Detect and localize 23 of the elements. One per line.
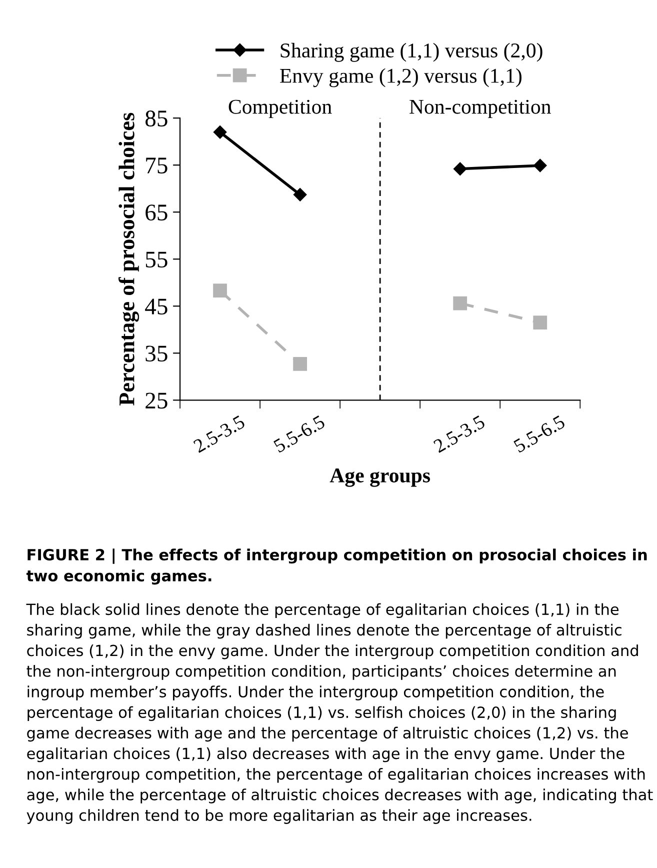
y-tick-label: 65 — [146, 204, 168, 221]
point — [293, 188, 307, 202]
y-tick-label: 85 — [146, 110, 168, 126]
legend-label: Envy game (1,2) versus (1,1) — [280, 68, 522, 88]
y-tick-label: 25 — [146, 392, 168, 409]
x-axis-title: Age groups — [330, 468, 430, 487]
text: The black solid lines denote the percentage of egalitarian choices (1,1) in the sharing game, while the gray dashed lines denote the percentage of altruistic choices (1,2) in the envy game. Under the intergroup competition condition and the non-intergroup competition condition, participants’ choices determine an ingroup member’s payoffs. Under the intergroup competition condition, the percentage of egalitarian choices (1,1) vs. selfish choices (2,0) in the sharing game decreases with age and the percentage of altruistic choices (1,2) vs. the egalitarian choices (1,1) also decreases with age in the envy game. Under the non-intergroup competition, the percentage of egalitarian choices increases with age, while the percentage of altruistic choices decreases with age, indicating that young children tend to be more egalitarian as their age increases. — [26, 603, 653, 824]
point — [534, 158, 547, 172]
y-tick-label: 45 — [145, 298, 168, 315]
legend-label: Sharing game (1,1) versus (2,0) — [280, 42, 542, 62]
y-tick-label: 35 — [146, 346, 168, 362]
point — [454, 162, 467, 176]
y-tick-label: 55 — [146, 252, 168, 268]
point — [293, 357, 307, 371]
point — [533, 316, 548, 330]
y-axis-title: Percentage of prosocial choices — [118, 112, 140, 406]
point — [453, 296, 468, 310]
annotation: Non-competition — [410, 100, 551, 118]
point — [213, 284, 227, 298]
point — [213, 126, 227, 139]
y-tick-label: 75 — [146, 158, 168, 174]
annotation: Competition — [228, 100, 332, 118]
caption: FIGURE 2 | The effects of intergroup competition on prosocial choices in two economic games. — [26, 548, 647, 585]
